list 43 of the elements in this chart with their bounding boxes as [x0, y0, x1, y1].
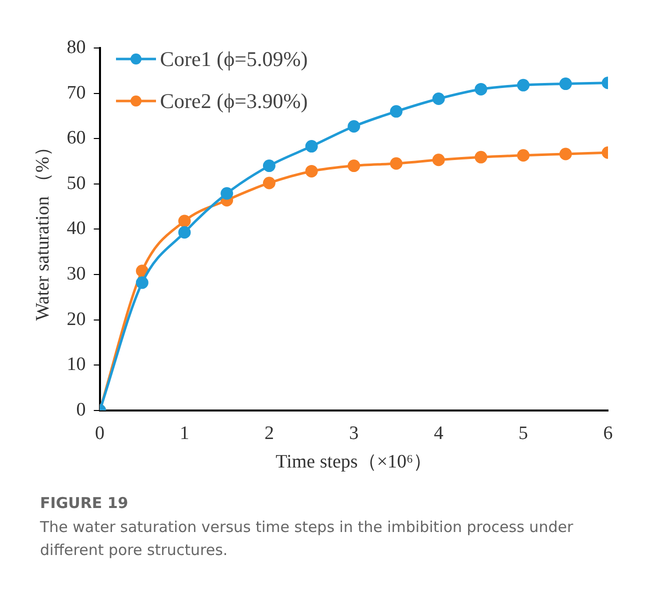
x-tick-label: 3 [349, 422, 359, 444]
x-tick-label: 0 [95, 422, 105, 444]
point [136, 276, 148, 289]
point [517, 149, 530, 162]
point [262, 176, 276, 190]
point [348, 160, 360, 172]
point [178, 226, 191, 239]
point [390, 105, 402, 118]
legend-label: Core2 (ϕ=3.90%) [160, 88, 308, 114]
point [305, 140, 318, 153]
x-tick-label: 2 [264, 422, 274, 444]
y-tick-label: 40 [66, 218, 86, 240]
x-axis-title: Time steps（×10⁶） [276, 452, 432, 473]
point [178, 214, 191, 228]
point [348, 120, 360, 133]
point [559, 78, 572, 90]
y-tick-label: 30 [66, 263, 86, 284]
x-tick-label: 4 [434, 422, 444, 444]
x-tick-label: 5 [518, 422, 528, 444]
y-tick-label: 20 [66, 308, 86, 330]
point [517, 78, 530, 92]
y-tick-label: 60 [66, 128, 86, 149]
legend-label: Core1 (ϕ=5.09%) [160, 46, 308, 72]
y-tick-label: 80 [66, 36, 86, 58]
y-tick-label: 70 [66, 82, 86, 104]
y-tick-label: 0 [76, 399, 86, 420]
x-tick-label: 1 [180, 422, 190, 444]
y-axis-title: Water saturation （%） [32, 138, 54, 321]
point [390, 157, 402, 170]
x-tick-label: 6 [603, 422, 613, 444]
point [432, 154, 445, 166]
point [262, 160, 276, 172]
point [474, 150, 488, 164]
y-tick-label: 10 [66, 354, 86, 376]
point [474, 82, 488, 96]
caption: FIGURE 19 [40, 494, 130, 512]
point [136, 264, 148, 278]
text: The water saturation versus time steps in the imbibition process under different pore structures. [40, 517, 574, 561]
point [559, 148, 572, 160]
y-tick-label: 50 [66, 172, 86, 194]
point [432, 92, 445, 105]
point [220, 187, 234, 200]
point [305, 164, 318, 178]
